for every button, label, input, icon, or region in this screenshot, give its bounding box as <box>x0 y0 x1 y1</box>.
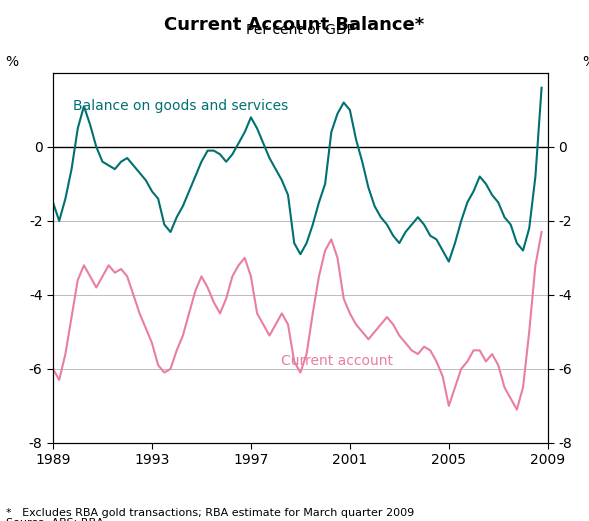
Title: Per cent of GDP: Per cent of GDP <box>246 23 355 37</box>
Text: %: % <box>5 55 18 69</box>
Text: *   Excludes RBA gold transactions; RBA estimate for March quarter 2009: * Excludes RBA gold transactions; RBA es… <box>6 508 414 518</box>
Text: Current account: Current account <box>282 354 393 368</box>
Text: Source: ABS; RBA: Source: ABS; RBA <box>6 518 104 521</box>
Text: %: % <box>583 55 589 69</box>
Text: Balance on goods and services: Balance on goods and services <box>73 99 288 113</box>
Text: Current Account Balance*: Current Account Balance* <box>164 16 425 34</box>
